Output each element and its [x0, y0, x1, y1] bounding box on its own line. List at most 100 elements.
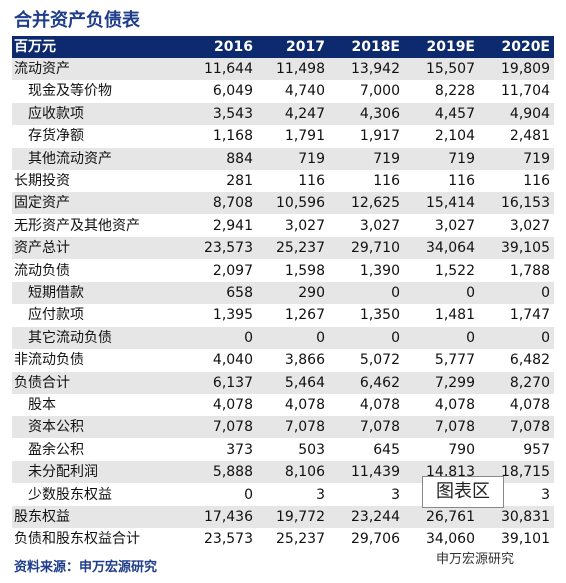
cell-value: 5,777 [434, 352, 475, 369]
cell-value: 4,247 [284, 105, 325, 122]
cell-value: 15,507 [426, 61, 475, 77]
row-label: 负债合计 [14, 374, 70, 391]
cell-value: 290 [298, 285, 325, 301]
table-row: 存货净额 1,168 1,791 1,917 2,104 2,481 [12, 125, 554, 147]
cell-value: 11,498 [276, 61, 325, 77]
cell-value: 23,573 [204, 240, 253, 257]
cell-value: 4,078 [434, 397, 475, 413]
cell-value: 26,761 [426, 509, 475, 525]
cell-value: 3 [541, 486, 550, 503]
cell-value: 1,395 [212, 307, 253, 324]
cell-value: 957 [523, 441, 550, 458]
table-row: 短期借款 658 290 0 0 0 [12, 282, 554, 304]
cell-value: 1,788 [509, 262, 550, 279]
cell-value: 3,543 [212, 105, 253, 122]
table-row: 负债合计 6,137 5,464 6,462 7,299 8,270 [12, 371, 554, 394]
row-label: 少数股东权益 [28, 486, 112, 503]
cell-value: 116 [373, 173, 400, 189]
cell-value: 8,228 [434, 83, 475, 100]
row-label: 固定资产 [14, 195, 70, 212]
cell-value: 7,078 [212, 419, 253, 436]
cell-value: 2019E [426, 39, 475, 55]
row-label: 存货净额 [28, 128, 84, 145]
cell-value: 1,747 [509, 307, 550, 324]
table-row: 现金及等价物 6,049 4,740 7,000 8,228 11,704 [12, 80, 554, 102]
cell-value: 23,573 [204, 531, 253, 548]
cell-value: 2,481 [509, 128, 550, 145]
cell-value: 1,917 [359, 128, 400, 145]
cell-value: 23,244 [351, 509, 400, 525]
cell-value: 19,772 [276, 509, 325, 525]
table-row: 少数股东权益03333 [12, 484, 554, 506]
chart-area-label: 图表区 [422, 476, 504, 508]
table-row: 长期投资 281 116 116 116 116 [12, 170, 554, 192]
cell-value: 658 [226, 285, 253, 301]
row-label: 现金及等价物 [28, 83, 112, 100]
row-label: 应收款项 [28, 105, 84, 122]
table-row: 流动资产 11,644 11,498 13,942 15,507 19,809 [12, 58, 554, 80]
cell-value: 5,464 [284, 374, 325, 391]
cell-value: 116 [448, 173, 475, 189]
cell-value: 4,306 [359, 105, 400, 122]
table-row: 应收款项 3,543 4,247 4,306 4,457 4,904 [12, 102, 554, 125]
cell-value: 4,078 [509, 397, 550, 413]
row-label: 其它流动负债 [28, 329, 112, 346]
cell-value: 373 [226, 441, 253, 458]
cell-value: 0 [466, 329, 475, 346]
cell-value: 39,101 [501, 531, 550, 548]
cell-value: 17,436 [204, 509, 253, 525]
cell-value: 39,105 [501, 240, 550, 257]
table-row: 流动负债 2,097 1,598 1,390 1,522 1,788 [12, 260, 554, 282]
table-row: 盈余公积 373 503 645 790 957 [12, 439, 554, 461]
cell-value: 2,941 [212, 217, 253, 234]
cell-value: 3,027 [284, 217, 325, 234]
row-label: 负债和股东权益合计 [14, 531, 140, 548]
cell-value: 790 [448, 441, 475, 458]
row-label: 盈余公积 [28, 441, 84, 458]
cell-value: 0 [541, 329, 550, 346]
cell-value: 3,027 [434, 217, 475, 234]
table-row: 应付款项 1,395 1,267 1,350 1,481 1,747 [12, 304, 554, 326]
row-label: 长期投资 [14, 173, 70, 189]
cell-value: 0 [244, 486, 253, 503]
title: 合并资产负债表 [14, 10, 140, 31]
cell-value: 281 [226, 173, 253, 189]
cell-value: 2017 [286, 39, 325, 55]
cell-value: 1,168 [212, 128, 253, 145]
cell-value: 2020E [501, 39, 550, 55]
cell-value: 2,097 [212, 262, 253, 279]
row-label: 流动资产 [14, 61, 70, 77]
cell-value: 10,596 [276, 195, 325, 212]
table-row: 资产总计 23,573 25,237 29,710 34,064 39,105 [12, 237, 554, 260]
cell-value: 4,078 [359, 397, 400, 413]
row-label: 应付款项 [28, 307, 84, 324]
cell-value: 719 [523, 150, 550, 167]
cell-value: 30,831 [501, 509, 550, 525]
cell-value: 4,078 [212, 397, 253, 413]
cell-value: 6,462 [359, 374, 400, 391]
table-row: 非流动负债 4,040 3,866 5,072 5,777 6,482 [12, 349, 554, 371]
cell-value: 34,064 [426, 240, 475, 257]
source: 资料来源：申万宏源研究 [14, 560, 158, 575]
table-row: 其它流动负债 0 0 0 0 0 [12, 326, 554, 349]
cell-value: 29,706 [351, 531, 400, 548]
cell-value: 25,237 [276, 531, 325, 548]
cell-value: 34,060 [426, 531, 475, 548]
cell-value: 0 [244, 329, 253, 346]
cell-value: 4,078 [284, 397, 325, 413]
cell-value: 0 [391, 329, 400, 346]
cell-value: 1,481 [434, 307, 475, 324]
cell-value: 4,457 [434, 105, 475, 122]
cell-value: 8,270 [509, 374, 550, 391]
cell-value: 7,078 [359, 419, 400, 436]
table-row: 股东权益 17,436 19,772 23,244 26,761 30,831 [12, 506, 554, 528]
cell-value: 6,482 [509, 352, 550, 369]
row-label: 其他流动资产 [28, 150, 112, 167]
table-row: 股本 4,078 4,078 4,078 4,078 4,078 [12, 394, 554, 416]
cell-value: 8,106 [284, 464, 325, 481]
cell-value: 3,027 [359, 217, 400, 234]
cell-value: 12,625 [351, 195, 400, 212]
row-label: 资产总计 [14, 240, 70, 257]
cell-value: 25,237 [276, 240, 325, 257]
table-row: 其他流动资产 884 719 719 719 719 [12, 147, 554, 170]
